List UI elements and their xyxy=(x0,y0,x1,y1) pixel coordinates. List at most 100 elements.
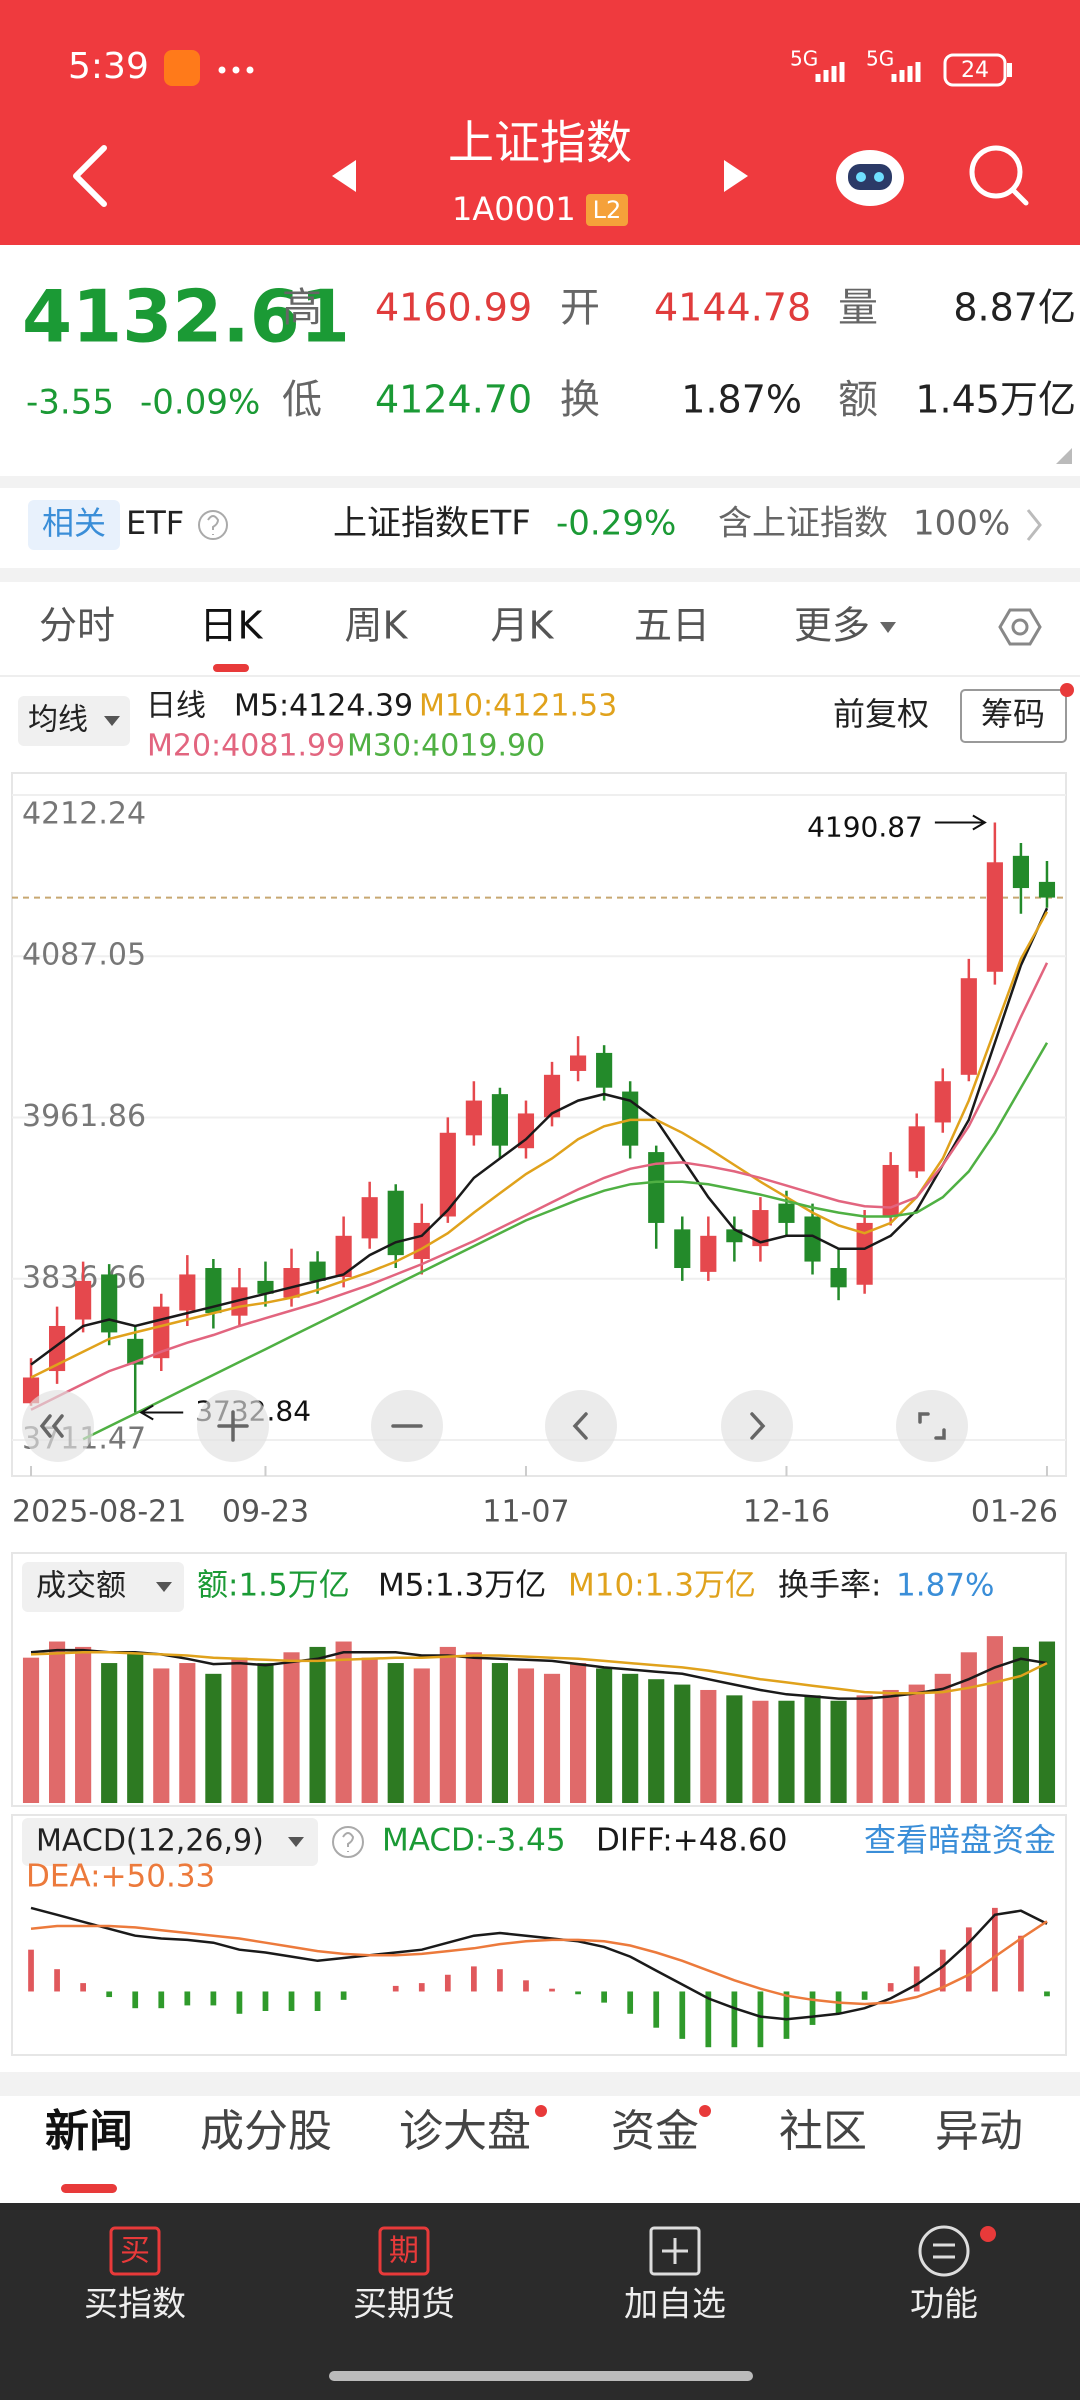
volume-bar xyxy=(1038,1641,1056,1803)
chart-control[interactable] xyxy=(721,1390,793,1462)
volume-bar xyxy=(517,1668,535,1803)
help-icon xyxy=(342,1832,355,1852)
volume-bar xyxy=(543,1673,561,1803)
candle-body xyxy=(387,1190,404,1256)
macd-bar xyxy=(575,1991,581,1995)
news-tab[interactable]: 成分股 xyxy=(200,2106,332,2157)
turnover-value: 1.87% xyxy=(896,1568,994,1604)
ma-legend-item: M5:4124.39 xyxy=(234,689,413,724)
control-bg xyxy=(721,1390,793,1462)
next-index[interactable] xyxy=(724,160,748,192)
battery xyxy=(943,53,1007,87)
y-tick-label: 3961.86 xyxy=(22,1099,146,1134)
robot-face xyxy=(848,164,892,190)
signal xyxy=(815,62,845,82)
app-icon xyxy=(164,50,200,86)
candle-body xyxy=(257,1280,274,1294)
nav-icon-box xyxy=(109,2226,161,2276)
back-button[interactable] xyxy=(73,145,107,207)
help-icon[interactable] xyxy=(332,1826,364,1858)
chips-button-bg[interactable] xyxy=(960,689,1067,743)
dark-pool-link[interactable]: 查看暗盘资金 xyxy=(864,1821,1056,1859)
quote-high: 4160.99 xyxy=(375,286,532,330)
chart-control[interactable] xyxy=(371,1390,443,1462)
nav-item[interactable]: 功能 xyxy=(910,2225,996,2325)
chart-control[interactable] xyxy=(545,1390,617,1462)
candle-body xyxy=(882,1164,899,1217)
macd-bar xyxy=(418,1983,425,1992)
ma-line xyxy=(30,907,1049,1366)
chart-control[interactable] xyxy=(22,1390,94,1462)
chart-tabs: 分时 日K 周K 月K 五日 更多 xyxy=(39,604,896,672)
news-tab[interactable]: 社区 xyxy=(779,2106,867,2157)
chart-tab[interactable]: 日K xyxy=(200,604,264,648)
ma-legend-item: M10:4121.53 xyxy=(419,689,617,724)
news-tab[interactable]: 异动 xyxy=(935,2106,1023,2157)
chart-tab[interactable]: 周K xyxy=(345,604,409,648)
volume-selector[interactable]: 成交额 xyxy=(36,1569,126,1604)
period-label: 日线 xyxy=(146,689,206,724)
macd-legend: DIFF:+48.60 DEA:+50.33 xyxy=(26,1823,787,1895)
chart-tab[interactable]: 五日 xyxy=(634,604,710,648)
tab-underline xyxy=(61,2184,117,2193)
macd-bar xyxy=(80,1983,86,1992)
macd-bar xyxy=(314,1991,321,2011)
volume-bar xyxy=(700,1689,717,1803)
news-tab[interactable]: 新闻 xyxy=(45,2106,133,2157)
news-tab[interactable]: 诊大盘 xyxy=(399,2106,531,2157)
volume-selector-bg[interactable] xyxy=(22,1562,184,1612)
robot-eye xyxy=(856,172,866,182)
status-time: 5:39 xyxy=(68,46,149,87)
chart-tab[interactable]: 月K xyxy=(491,604,555,648)
chips-button[interactable]: 筹码 xyxy=(981,695,1045,733)
etf-row[interactable]: 相关 ETF 上证指数ETF -0.29% 含上证指数 100% xyxy=(28,500,1042,550)
candle-body xyxy=(960,978,977,1075)
badge: L2 xyxy=(593,196,622,224)
nav-icon-box xyxy=(378,2226,430,2276)
kline-chart: 4212.244087.053961.863836.663711.472025-… xyxy=(12,794,1066,1530)
ma-selector-bg[interactable] xyxy=(18,696,130,746)
x-tick-label: 2025-08-21 xyxy=(12,1495,186,1530)
expand-corner[interactable] xyxy=(1056,448,1072,464)
chart-tab[interactable]: 分时 xyxy=(39,604,115,648)
chart-control[interactable] xyxy=(896,1390,968,1462)
volume-chart xyxy=(22,1636,1056,1803)
macd-bar xyxy=(210,1991,217,2006)
battery-tip xyxy=(1007,63,1012,77)
nav-item[interactable]: 加自选 xyxy=(624,2226,726,2325)
volume-bar xyxy=(908,1684,925,1803)
candle-body xyxy=(439,1132,456,1217)
candle-body xyxy=(648,1152,665,1223)
chart-tab[interactable]: 更多 xyxy=(794,604,870,648)
candle-body xyxy=(517,1113,535,1149)
divider xyxy=(0,568,1080,582)
candle-body xyxy=(413,1222,430,1259)
volume-bar xyxy=(153,1668,170,1803)
prev-index[interactable] xyxy=(332,160,356,192)
ma-legend-item: M30:4019.90 xyxy=(347,729,545,764)
macd-selector-bg[interactable] xyxy=(22,1818,318,1866)
nav-icon xyxy=(662,2238,688,2264)
assistant-button[interactable] xyxy=(836,150,904,206)
candle-body xyxy=(596,1052,613,1088)
news-tabs: 新闻 成分股 诊大盘 资金 社区 异动 xyxy=(45,2105,1023,2193)
chart-control[interactable] xyxy=(197,1390,269,1462)
macd-legend-item: DIFF:+48.60 xyxy=(596,1823,787,1859)
volume-frame xyxy=(11,1552,1067,1807)
news-tab[interactable]: 资金 xyxy=(611,2106,699,2157)
quote-label: 高 xyxy=(282,285,322,331)
macd-bar xyxy=(887,1983,894,1992)
candle-body xyxy=(283,1268,300,1298)
ma-selector[interactable]: 均线 xyxy=(28,703,88,738)
settings-button[interactable] xyxy=(998,608,1042,646)
macd-bar xyxy=(965,1927,972,1992)
macd-selector[interactable]: MACD(12,26,9) xyxy=(36,1824,264,1859)
adjust-toggle[interactable]: 前复权 xyxy=(833,695,929,733)
macd-bar xyxy=(601,1991,607,2003)
macd-bar xyxy=(236,1991,243,2014)
related-tag: 相关 xyxy=(42,504,106,542)
search-button[interactable] xyxy=(969,145,1029,206)
macd-bar xyxy=(1044,1991,1050,1997)
